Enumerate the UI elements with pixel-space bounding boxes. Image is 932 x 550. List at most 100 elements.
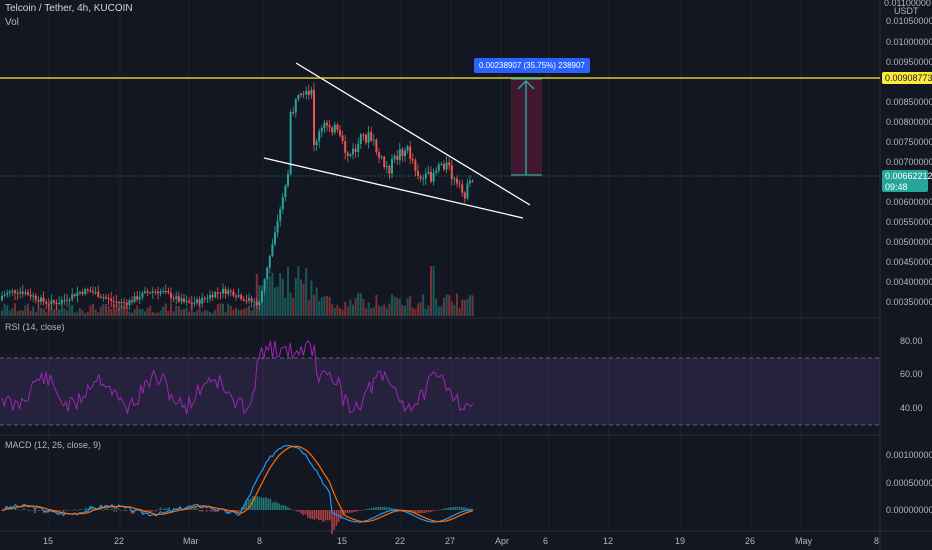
candle-body (419, 176, 422, 179)
candle-body (453, 178, 456, 180)
volume-bar (456, 293, 458, 316)
macd-histogram-bar (247, 499, 250, 510)
volume-bar (276, 286, 279, 316)
candle-body (40, 297, 42, 302)
macd-histogram-bar (73, 509, 76, 510)
volume-bar (297, 266, 300, 316)
candle-body (450, 165, 453, 179)
macd-histogram-bar (359, 510, 362, 511)
candle-body (328, 125, 331, 128)
candle-body (71, 294, 74, 300)
macd-tick: 0.00000000 (886, 505, 932, 515)
volume-bar (219, 303, 222, 316)
macd-histogram-bar (234, 510, 236, 512)
volume-bar (341, 309, 344, 316)
volume-bar (440, 306, 443, 316)
macd-histogram-bar (238, 510, 241, 512)
macd-histogram-bar (291, 509, 294, 511)
volume-bar (151, 311, 154, 316)
volume-bar (50, 306, 53, 316)
macd-histogram-bar (254, 496, 256, 510)
volume-bar (97, 312, 100, 316)
candle-body (349, 154, 352, 156)
macd-histogram (1, 496, 474, 535)
macd-histogram-bar (346, 510, 349, 514)
time-tick: 27 (445, 536, 456, 546)
time-tick: May (795, 536, 813, 546)
macd-histogram-bar (362, 510, 364, 511)
macd-histogram-bar (25, 509, 27, 510)
candle-body (255, 301, 258, 306)
candle-body (341, 135, 344, 142)
candle-body (432, 172, 435, 182)
candle-body (385, 166, 388, 168)
macd-histogram-bar (16, 509, 19, 510)
volume-bar (235, 307, 237, 316)
candle-body (6, 292, 9, 295)
volume-bar (216, 304, 219, 316)
volume-bar (313, 294, 315, 316)
macd-histogram-bar (241, 507, 243, 510)
macd-histogram-bar (318, 510, 320, 521)
candle-body (401, 149, 404, 157)
volume-bar (170, 303, 172, 316)
volume-bar (453, 304, 456, 316)
macd-histogram-bar (153, 510, 155, 511)
symbol-title[interactable]: Telcoin / Tether, 4h, KUCOIN (5, 3, 133, 14)
candle-body (409, 146, 412, 159)
macd-histogram-bar (104, 508, 107, 510)
volume-bar (45, 311, 48, 316)
macd-histogram-bar (23, 508, 25, 510)
volume-bar (149, 305, 152, 316)
candle-body (157, 291, 159, 294)
volume-bar (21, 310, 24, 316)
macd-histogram-bar (210, 510, 212, 512)
macd-histogram-bar (18, 509, 21, 511)
macd-histogram-bar (199, 510, 201, 512)
candle-body (294, 99, 297, 113)
macd-histogram-bar (216, 510, 219, 513)
macd-histogram-bar (109, 509, 111, 511)
price-axis[interactable]: 0.01100000 USDT 0.01050000 0.01000000 0.… (880, 0, 932, 550)
macd-histogram-bar (236, 510, 239, 513)
candle-body (16, 293, 19, 295)
candle-body (284, 185, 287, 198)
volume-bar (328, 296, 331, 316)
macd-histogram-bar (227, 510, 230, 513)
macd-histogram-bar (447, 507, 450, 510)
candle-body (331, 127, 334, 133)
macd-title[interactable]: MACD (12, 26, close, 9) (5, 440, 102, 450)
candle-body (313, 89, 315, 146)
macd-histogram-bar (423, 510, 426, 513)
rsi-title[interactable]: RSI (14, close) (5, 322, 65, 332)
macd-histogram-bar (122, 509, 124, 511)
current-price-tag: 0.00662212 09:48 (882, 170, 932, 192)
macd-histogram-bar (439, 509, 441, 511)
candle-body (125, 302, 128, 305)
candle-body (391, 158, 393, 174)
volume-bar (203, 309, 206, 316)
volume-bar (357, 293, 360, 316)
macd-histogram-bar (436, 510, 439, 511)
volume-bar (245, 307, 248, 316)
macd-histogram-bar (454, 506, 456, 510)
candle-body (323, 122, 326, 129)
macd-histogram-bar (452, 507, 454, 510)
macd-histogram-bar (344, 510, 346, 514)
time-tick: 19 (675, 536, 686, 546)
volume-bar (419, 302, 422, 316)
volume-bar (310, 280, 313, 316)
wedge-lower-trendline[interactable] (263, 157, 524, 219)
volume-bar (302, 283, 305, 316)
volume-bar (307, 300, 310, 316)
wedge-upper-trendline[interactable] (295, 62, 531, 206)
candle-body (133, 296, 136, 303)
candle-body (211, 295, 214, 298)
macd-histogram-bar (390, 507, 393, 510)
volume-bar (29, 310, 32, 316)
candle-body (209, 295, 211, 299)
candle-body (279, 209, 282, 221)
candle-body (203, 297, 206, 299)
volume-label[interactable]: Vol (5, 17, 19, 28)
